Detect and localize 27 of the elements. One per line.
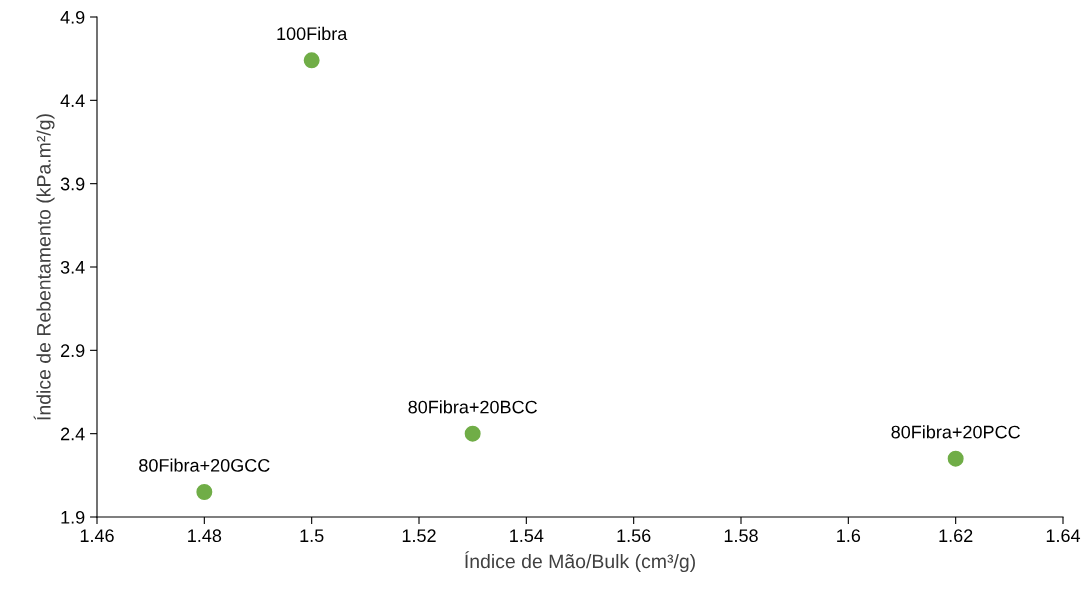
y-tick-label: 2.4 bbox=[61, 427, 85, 441]
annotation: 80Fibra+20PCC bbox=[891, 425, 1020, 439]
x-tick-label: 1.56 bbox=[617, 529, 651, 543]
point bbox=[303, 52, 320, 69]
annotation: 100Fibra bbox=[277, 26, 348, 41]
point bbox=[464, 425, 481, 442]
x-tick-label: 1.46 bbox=[80, 529, 114, 543]
x-tick-label: 1.48 bbox=[188, 529, 222, 543]
x-tick-label: 1.5 bbox=[300, 529, 324, 543]
x-tick-label: 1.6 bbox=[837, 529, 861, 543]
annotation: 80Fibra+20BCC bbox=[408, 400, 537, 414]
point bbox=[947, 450, 964, 467]
point bbox=[196, 484, 213, 500]
x-tick-label: 1.62 bbox=[939, 529, 973, 543]
x-axis-title: Índice de Mão/Bulk (cm³/g) bbox=[465, 551, 695, 573]
x-tick-label: 1.58 bbox=[724, 529, 758, 543]
y-tick-label: 2.9 bbox=[61, 344, 85, 358]
y-tick-label: 3.4 bbox=[60, 260, 85, 274]
y-tick-label: 3.9 bbox=[60, 177, 85, 191]
y-tick-label: 4.9 bbox=[60, 10, 85, 24]
x-tick-label: 1.64 bbox=[1046, 529, 1081, 543]
x-tick-label: 1.52 bbox=[402, 529, 436, 543]
y-tick-label: 4.4 bbox=[60, 94, 85, 107]
y-axis-title: Índice de Rebentamento (kPa.m²/g) bbox=[33, 114, 55, 420]
annotation: 80Fibra+20GCC bbox=[139, 458, 270, 472]
x-tick-label: 1.54 bbox=[510, 529, 544, 543]
y-tick-label: 1.9 bbox=[61, 510, 85, 524]
